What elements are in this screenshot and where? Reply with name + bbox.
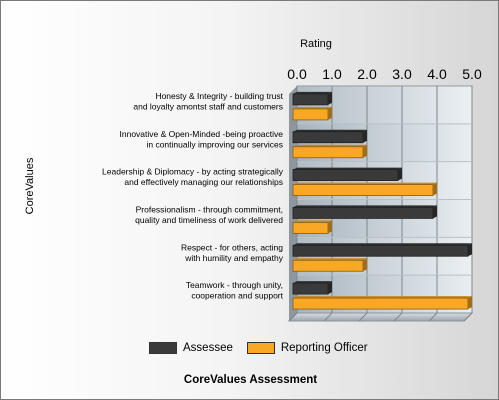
category-labels: Honesty & Integrity - building trust and … (102, 91, 284, 301)
bar-front-face (292, 282, 329, 295)
bar-end-face (468, 243, 472, 257)
bar-front-face (292, 184, 434, 196)
bar-front-face (292, 131, 364, 144)
bar-end-face (468, 296, 472, 310)
category-label-line: in continually improving our services (146, 139, 283, 149)
bar-end-face (328, 106, 332, 120)
category-label: Respect - for others, acting with humilit… (181, 242, 284, 263)
x-axis-title: Rating (300, 38, 332, 50)
bar-top-face (293, 243, 472, 246)
bar-top-face (293, 205, 437, 208)
bar-end-face (363, 258, 367, 272)
x-tick-label: 5.0 (462, 66, 482, 82)
x-tick-labels: 0.0 1.0 2.0 3.0 4.0 5.0 (287, 66, 482, 82)
x-tick-label: 0.0 (287, 66, 307, 82)
category-label-line: and effectively managing our relationshi… (124, 177, 283, 187)
bar-assessee (292, 91, 332, 106)
legend-label-reporting-officer: Reporting Officer (280, 342, 368, 354)
legend-item-reporting-officer: Reporting Officer (246, 342, 368, 354)
bar-front-face (292, 222, 329, 234)
category-label: Teamwork - through unity, cooperation and… (186, 280, 284, 301)
floor-gridline (323, 312, 333, 322)
bar-end-face (433, 182, 437, 196)
bar-reporting-officer (292, 296, 472, 310)
bar-assessee (292, 243, 472, 257)
legend-swatch-assessee (149, 342, 177, 354)
bar-top-face (293, 258, 367, 261)
bar-top-face (293, 167, 402, 170)
floor-gridline (358, 312, 368, 322)
bar-end-face (328, 91, 332, 105)
bar-front-face (292, 93, 329, 106)
floor-gridline (288, 312, 298, 322)
bar-top-face (293, 281, 332, 284)
bar-reporting-officer (292, 182, 437, 196)
legend: Assessee Reporting Officer (149, 342, 382, 354)
bar-top-face (293, 296, 472, 299)
bar-end-face (363, 129, 367, 143)
floor-gridline (393, 312, 403, 322)
bar-front-face (292, 146, 364, 159)
bar-assessee (292, 167, 402, 181)
bar-assessee (292, 205, 437, 219)
category-label-line: Honesty & Integrity - building trust (155, 91, 283, 101)
bar-end-face (398, 167, 402, 181)
gridlines (288, 86, 473, 322)
bar-reporting-officer (292, 220, 332, 234)
category-label: Honesty & Integrity - building trust and … (133, 91, 283, 112)
category-label-line: with humility and empathy (184, 253, 284, 263)
bar-reporting-officer (292, 144, 367, 159)
legend-item-assessee: Assessee (149, 342, 233, 354)
category-label-line: Innovative & Open-Minded -being proactiv… (120, 129, 284, 139)
legend-swatch-reporting-officer (246, 342, 275, 354)
bar-end-face (328, 281, 332, 295)
bar-top-face (293, 129, 367, 132)
category-label-line: Leadership & Diplomacy - by acting strat… (102, 167, 284, 177)
bar-end-face (433, 205, 437, 219)
category-label-line: Teamwork - through unity, (186, 280, 283, 290)
category-label-line: cooperation and support (191, 291, 283, 301)
bar-assessee (292, 129, 367, 144)
bar-top-face (293, 106, 332, 109)
category-label-line: Respect - for others, acting (181, 242, 283, 252)
bar-reporting-officer (292, 258, 367, 272)
bars (292, 91, 472, 310)
x-tick-label: 3.0 (392, 66, 412, 82)
bar-end-face (328, 220, 332, 234)
legend-label-assessee: Assessee (183, 342, 233, 354)
bar-top-face (293, 220, 332, 223)
x-tick-label: 1.0 (322, 66, 342, 82)
bar-front-face (292, 108, 329, 121)
bar-assessee (292, 281, 332, 295)
bar-front-face (292, 297, 469, 310)
category-label: Leadership & Diplomacy - by acting strat… (102, 167, 284, 188)
category-label: Professionalism - through commitment, qua… (135, 204, 283, 225)
bar-front-face (292, 244, 469, 257)
floor-gridline (463, 312, 473, 322)
bar-front-face (292, 207, 434, 219)
category-label-line: Professionalism - through commitment, (136, 204, 283, 214)
bar-front-face (292, 169, 399, 181)
category-label: Innovative & Open-Minded -being proactiv… (120, 129, 284, 150)
bar-reporting-officer (292, 106, 332, 121)
chart-title: CoreValues Assessment (183, 374, 318, 386)
floor (287, 312, 474, 322)
floor-gridline (428, 312, 438, 322)
bar-top-face (293, 144, 367, 147)
x-tick-label: 2.0 (357, 66, 377, 82)
y-axis-title: CoreValues (24, 157, 36, 214)
bar-front-face (292, 259, 364, 272)
category-label-line: quality and timeliness of work delivered (135, 215, 283, 225)
bar-end-face (363, 144, 367, 158)
bar-top-face (293, 182, 437, 185)
x-tick-label: 4.0 (427, 66, 447, 82)
category-label-line: and loyalty amontst staff and customers (133, 101, 283, 111)
bar-top-face (293, 91, 332, 94)
